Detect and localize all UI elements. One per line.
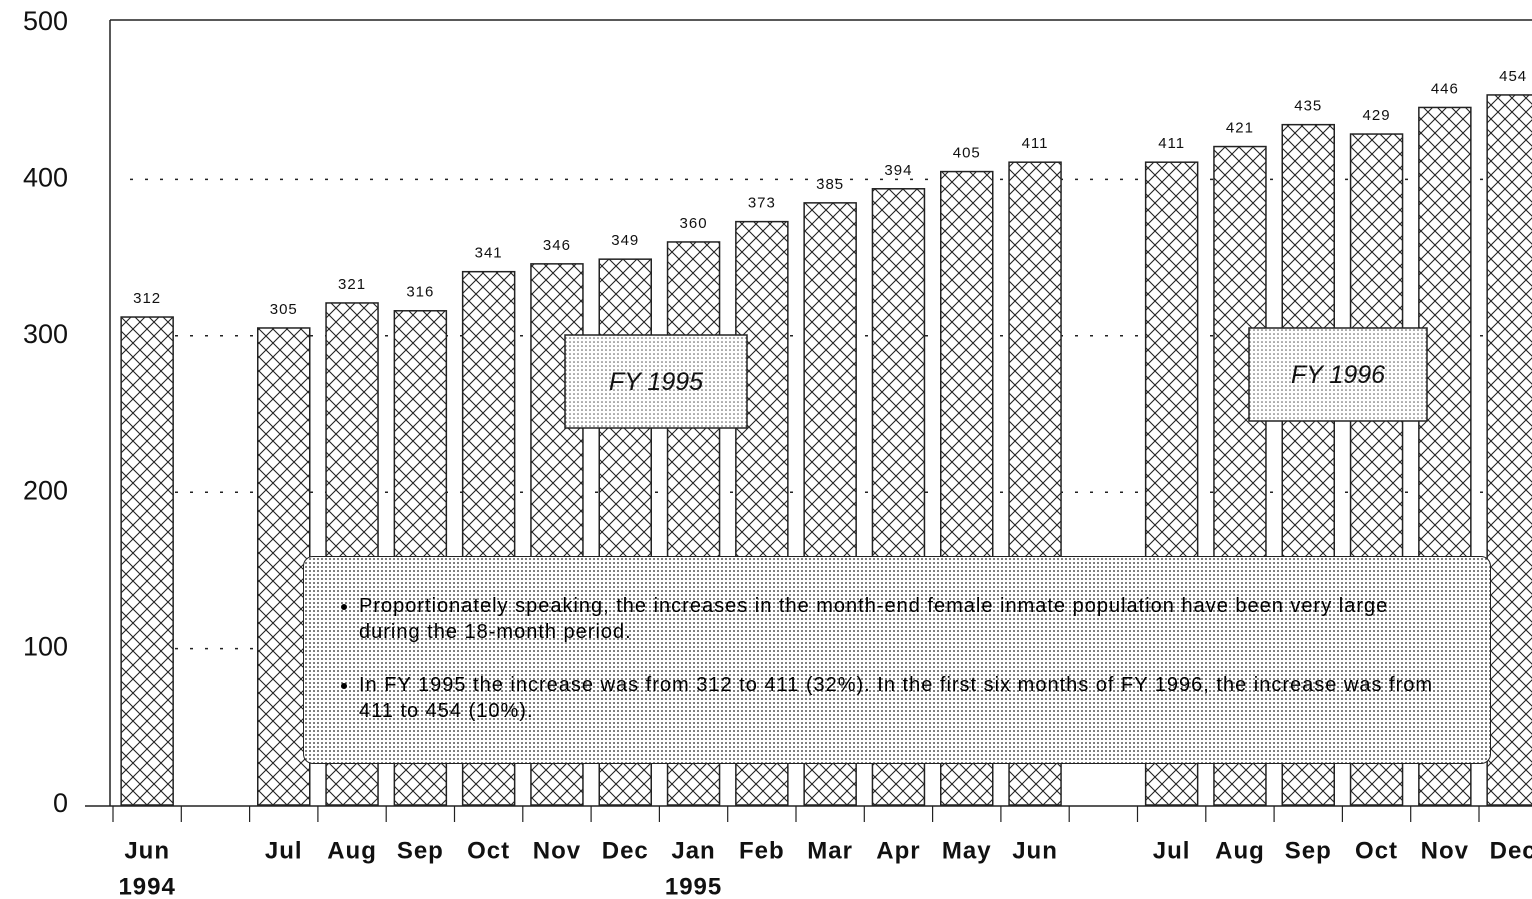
note: Proportionately speaking, the increases … (359, 593, 1450, 645)
x-tick-label: Sep (1285, 837, 1332, 864)
notes-box: Proportionately speaking, the increases … (303, 556, 1491, 764)
value-label: 321 (338, 276, 366, 293)
note-text: Proportionately speaking, the increases … (359, 595, 1389, 643)
annotation-box (1248, 327, 1428, 422)
x-tick-label: Apr (876, 837, 920, 864)
bar (120, 316, 174, 806)
value-label: 435 (1294, 98, 1322, 115)
value-label: 421 (1226, 120, 1254, 137)
y-tick-label: 500 (23, 6, 68, 36)
value-label: 316 (406, 284, 434, 301)
value-label: 411 (1158, 135, 1185, 152)
x-tick-label: Jul (1153, 837, 1191, 864)
x-tick-label: Aug (1215, 837, 1265, 864)
value-label: 429 (1363, 107, 1391, 124)
y-tick-label: 400 (23, 163, 68, 193)
annotation: FY 1996 (1291, 361, 1385, 389)
x-tick-label: Jun (1012, 837, 1058, 864)
value-label: 405 (953, 145, 981, 162)
x-tick-label: Jun (124, 837, 170, 864)
x-tick-label: Dec (602, 837, 649, 864)
value-label: 360 (680, 215, 708, 232)
x-tick-label: Aug (327, 837, 377, 864)
x-tick-label: Jan (671, 837, 715, 864)
x-tick-label: Feb (739, 837, 785, 864)
y-tick-label: 300 (23, 319, 68, 349)
value-label: 446 (1431, 80, 1459, 97)
note: In FY 1995 the increase was from 312 to … (359, 672, 1450, 724)
value-label: 373 (748, 195, 776, 212)
x-tick-label: Nov (533, 837, 581, 864)
value-label: 346 (543, 237, 571, 254)
x-tick-label: Jul (265, 837, 303, 864)
value-label: 349 (611, 232, 639, 249)
y-tick-label: 100 (23, 632, 68, 662)
year-label: 1994 (118, 873, 175, 899)
x-tick-label: May (942, 837, 992, 864)
value-label: 454 (1499, 68, 1527, 85)
value-label: 341 (475, 245, 503, 262)
value-label: 305 (270, 301, 298, 318)
annotation: FY 1995 (609, 368, 703, 396)
y-tick-label: 0 (53, 788, 68, 818)
x-tick-label: Oct (1355, 837, 1398, 864)
y-tick-label: 200 (23, 475, 68, 505)
year-label: 1995 (665, 873, 722, 899)
x-tick-label: Sep (397, 837, 444, 864)
value-label: 385 (816, 176, 844, 193)
value-label: 312 (133, 290, 161, 307)
x-tick-label: Nov (1421, 837, 1469, 864)
x-tick-label: Oct (467, 837, 510, 864)
notes-list: Proportionately speaking, the increases … (334, 593, 1450, 724)
x-tick-label: Dec (1490, 837, 1532, 864)
value-label: 394 (884, 162, 912, 179)
x-tick-label: Mar (807, 837, 853, 864)
bar (257, 327, 311, 806)
value-label: 411 (1022, 135, 1049, 152)
annotation-box (564, 334, 748, 429)
bar (1486, 94, 1532, 806)
note-text: In FY 1995 the increase was from 312 to … (359, 674, 1434, 722)
